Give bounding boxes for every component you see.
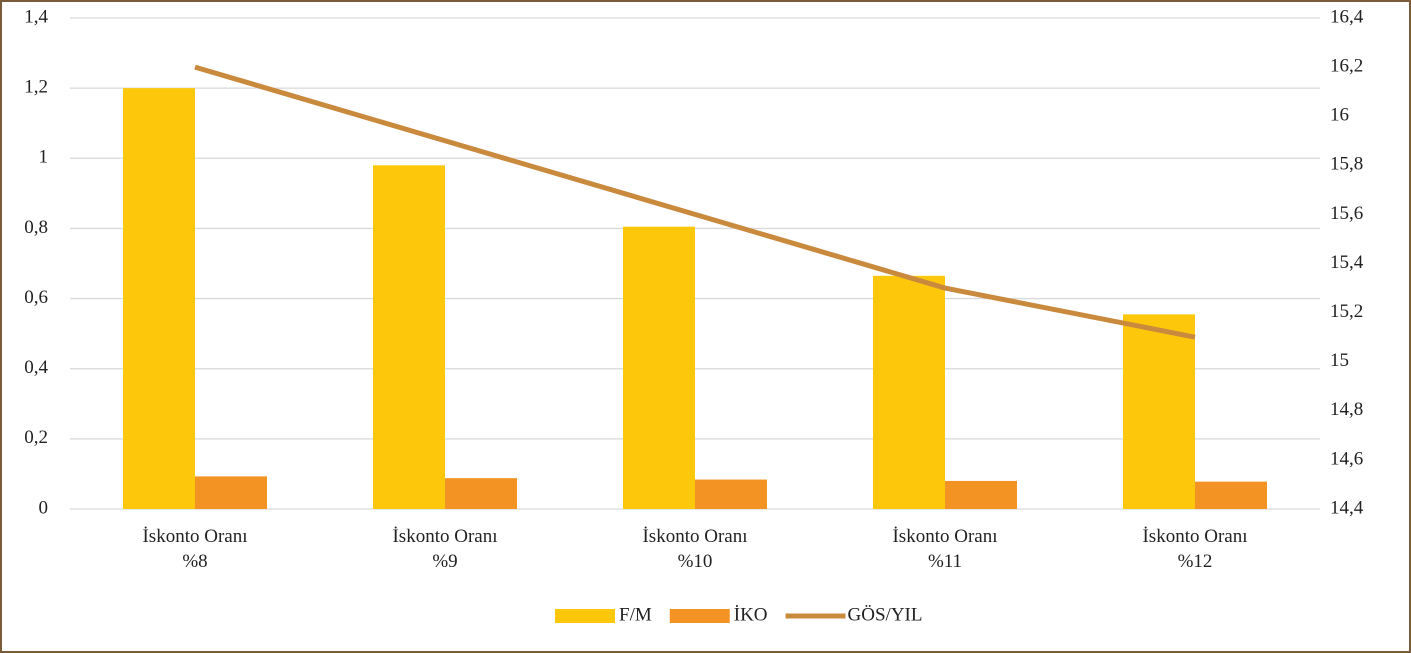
y2-tick-label: 14,6 xyxy=(1330,448,1363,469)
y2-tick-label: 15,2 xyxy=(1330,301,1363,322)
bar xyxy=(1195,481,1267,509)
y2-tick-label: 14,8 xyxy=(1330,399,1363,420)
y2-tick-label: 16 xyxy=(1330,105,1349,126)
y-tick-label: 0 xyxy=(39,497,49,518)
y2-tick-label: 16,4 xyxy=(1330,6,1364,27)
bar xyxy=(1123,314,1195,509)
y2-tick-label: 15 xyxy=(1330,350,1349,371)
y2-tick-label: 15,8 xyxy=(1330,154,1363,175)
x-tick-label: İskonto Oranı %10 xyxy=(642,526,747,572)
y-tick-label: 0,2 xyxy=(24,427,48,448)
bar xyxy=(445,478,517,509)
x-tick-label: İskonto Oranı %12 xyxy=(1142,526,1247,572)
bar xyxy=(123,88,195,510)
legend-label: İKO xyxy=(734,604,768,625)
x-tick-label: İskonto Oranı %8 xyxy=(142,526,247,572)
legend-swatch xyxy=(555,609,615,623)
y-tick-label: 0,6 xyxy=(24,287,48,308)
y-tick-label: 1 xyxy=(39,147,49,168)
y-tick-label: 1,2 xyxy=(24,77,48,98)
bar xyxy=(623,226,695,510)
x-tick-label: İskonto Oranı %11 xyxy=(892,526,997,572)
legend-swatch xyxy=(669,609,730,623)
line-series xyxy=(194,64,1196,340)
y2-tick-label: 14,4 xyxy=(1330,497,1364,518)
bar xyxy=(873,275,945,509)
x-tick-label: İskonto Oranı %9 xyxy=(392,526,497,572)
y2-tick-label: 15,6 xyxy=(1330,203,1363,224)
y-tick-label: 0,4 xyxy=(24,357,48,378)
y-tick-label: 0,8 xyxy=(24,217,48,238)
bar xyxy=(695,479,767,509)
bar xyxy=(945,480,1017,509)
bar xyxy=(373,165,445,510)
bar xyxy=(195,476,267,509)
y2-tick-label: 15,4 xyxy=(1330,252,1364,273)
legend-label: GÖS/YIL xyxy=(848,604,923,625)
y-tick-label: 1,4 xyxy=(24,6,48,27)
legend-label: F/M xyxy=(619,604,652,625)
y2-tick-label: 16,2 xyxy=(1330,55,1363,76)
